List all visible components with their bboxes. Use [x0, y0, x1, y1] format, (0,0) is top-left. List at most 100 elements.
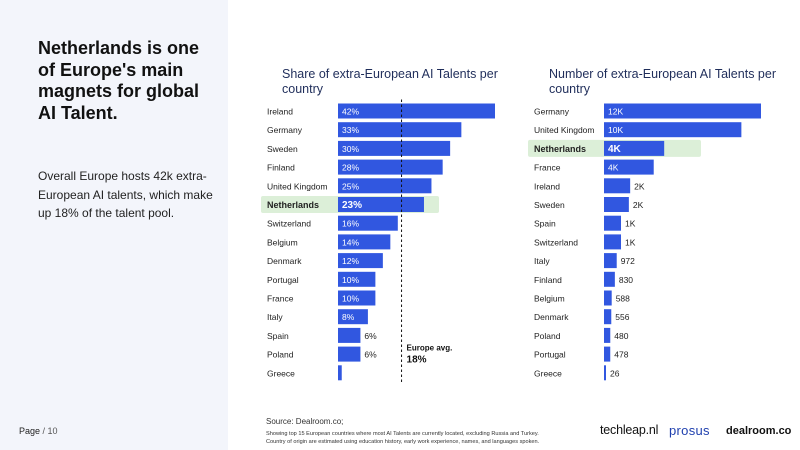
share-label-denmark: Denmark	[267, 256, 302, 266]
share-label-finland: Finland	[267, 163, 295, 173]
page-number: / 10	[42, 426, 58, 436]
count-bar-sweden	[604, 197, 629, 212]
count-value-greece: 26	[610, 368, 620, 378]
count-value-united-kingdom: 10K	[608, 125, 623, 135]
share-value-switzerland: 16%	[342, 219, 359, 229]
count-chart: Germany 12K United Kingdom 10K Netherlands 4K…	[528, 103, 761, 381]
techleap-logo: techleap.nl	[600, 423, 659, 437]
share-value-poland: 6%	[364, 350, 377, 360]
page-headline: Netherlands is one of Europe's main magn…	[38, 38, 200, 123]
count-bar-greece	[604, 365, 606, 381]
count-value-spain: 1K	[625, 219, 636, 229]
share-bar-belgium	[338, 234, 391, 250]
share-value-ireland: 42%	[342, 107, 359, 117]
share-chart: Ireland 42% Germany 33% Sweden 30% Finland 28% U…	[261, 99, 495, 382]
count-value-switzerland: 1K	[625, 237, 636, 247]
europe-avg-label: Europe avg.	[407, 344, 453, 353]
share-bar-sweden	[338, 140, 451, 156]
share-bar-ireland	[338, 103, 495, 119]
share-bar-france	[338, 290, 376, 306]
count-label-switzerland: Switzerland	[534, 237, 578, 247]
share-label-netherlands: Netherlands	[267, 200, 319, 210]
share-label-poland: Poland	[267, 350, 294, 360]
count-bar-united-kingdom	[604, 122, 742, 138]
count-value-sweden: 2K	[633, 200, 644, 210]
share-label-germany: Germany	[267, 125, 303, 135]
methodology-note-1: Showing top 15 European countries where …	[266, 430, 539, 437]
share-bar-greece	[338, 365, 342, 381]
count-label-netherlands: Netherlands	[534, 144, 586, 154]
share-chart-title: Share of extra-European AI Talents per c…	[282, 67, 498, 96]
count-value-italy: 972	[621, 256, 635, 266]
share-bar-italy	[338, 309, 368, 325]
count-value-poland: 480	[614, 331, 628, 341]
count-bar-switzerland	[604, 234, 622, 250]
count-value-netherlands: 4K	[608, 144, 622, 155]
count-label-greece: Greece	[534, 368, 562, 378]
count-label-denmark: Denmark	[534, 312, 569, 322]
share-bar-poland	[338, 346, 361, 362]
count-bar-ireland	[604, 178, 631, 194]
share-value-belgium: 14%	[342, 237, 359, 247]
count-bar-poland	[604, 327, 611, 343]
europe-avg-value: 18%	[407, 355, 427, 366]
count-label-italy: Italy	[534, 256, 550, 266]
share-bar-portugal	[338, 271, 376, 287]
page-prefix: Page	[19, 426, 41, 436]
count-label-spain: Spain	[534, 219, 556, 229]
share-bar-netherlands	[338, 197, 424, 212]
methodology-note-2: Country of origin are estimated using ed…	[266, 439, 540, 445]
count-chart-title: Number of extra-European AI Talents per …	[549, 67, 776, 96]
count-bar-portugal	[604, 346, 611, 362]
sidebar-panel	[0, 0, 228, 450]
count-bar-italy	[604, 253, 617, 269]
share-bar-germany	[338, 122, 462, 138]
share-label-switzerland: Switzerland	[267, 219, 311, 229]
share-value-denmark: 12%	[342, 256, 359, 266]
count-label-france: France	[534, 163, 561, 173]
count-label-poland: Poland	[534, 331, 561, 341]
summary-text: Overall Europe hosts 42k extra-European …	[38, 169, 213, 220]
count-bar-netherlands	[604, 140, 665, 156]
share-label-greece: Greece	[267, 368, 295, 378]
share-value-sweden: 30%	[342, 144, 359, 154]
share-bar-finland	[338, 159, 443, 175]
prosus-logo: prosus	[669, 423, 710, 438]
share-bar-switzerland	[338, 215, 398, 231]
page-indicator: Page / 10	[19, 426, 58, 436]
share-bar-united-kingdom	[338, 178, 432, 194]
source-note: Source: Dealroom.co; Showing top 15 Euro…	[266, 417, 596, 447]
count-bar-germany	[604, 103, 761, 119]
share-label-belgium: Belgium	[267, 237, 298, 247]
share-value-spain: 6%	[364, 331, 377, 341]
count-bar-denmark	[604, 309, 612, 325]
share-label-ireland: Ireland	[267, 107, 293, 117]
count-value-germany: 12K	[608, 107, 623, 117]
count-bar-france	[604, 159, 654, 175]
share-value-finland: 28%	[342, 163, 359, 173]
share-label-italy: Italy	[267, 312, 283, 322]
share-value-italy: 8%	[342, 312, 355, 322]
count-label-sweden: Sweden	[534, 200, 565, 210]
share-bar-spain	[338, 327, 361, 343]
share-value-france: 10%	[342, 294, 359, 304]
share-value-united-kingdom: 25%	[342, 181, 359, 191]
count-label-ireland: Ireland	[534, 181, 560, 191]
count-label-finland: Finland	[534, 275, 562, 285]
share-label-portugal: Portugal	[267, 275, 299, 285]
count-value-portugal: 478	[614, 350, 628, 360]
count-value-denmark: 556	[615, 312, 629, 322]
count-bar-finland	[604, 271, 615, 287]
count-label-belgium: Belgium	[534, 294, 565, 304]
share-label-sweden: Sweden	[267, 144, 298, 154]
count-bar-belgium	[604, 290, 612, 306]
source-line: Source: Dealroom.co;	[266, 417, 344, 426]
share-value-portugal: 10%	[342, 275, 359, 285]
count-value-finland: 830	[619, 275, 633, 285]
share-bar-denmark	[338, 253, 383, 269]
dealroom-logo: dealroom.co	[726, 425, 792, 437]
share-value-netherlands: 23%	[342, 200, 362, 211]
count-value-france: 4K	[608, 163, 619, 173]
count-bar-spain	[604, 215, 622, 231]
